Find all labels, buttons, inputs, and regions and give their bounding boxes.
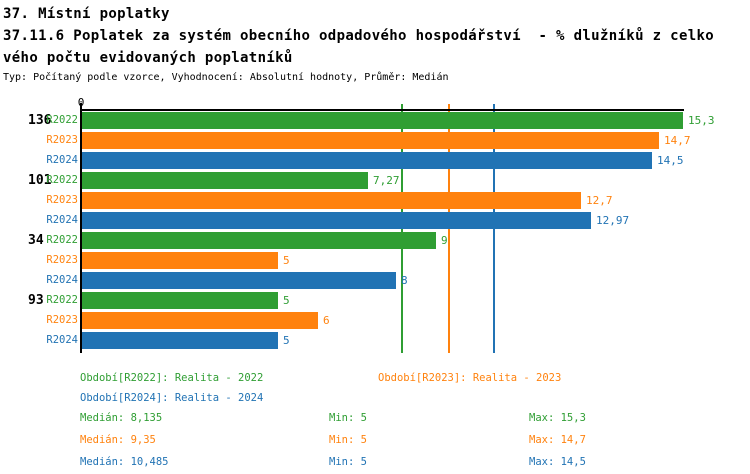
bar [82, 232, 436, 249]
bar-series-label: R2022 [46, 234, 78, 246]
axis-left-line [80, 103, 82, 353]
report-title: 37. Místní poplatky [3, 6, 170, 22]
bar-value-label: 6 [323, 314, 330, 327]
bar [82, 192, 581, 209]
bar-series-label: R2024 [46, 334, 78, 346]
bar-value-label: 5 [283, 334, 290, 347]
legend-item-r2024: Období[R2024]: Realita - 2024 [80, 392, 264, 404]
axis-top-line [80, 109, 684, 111]
stat-min-r2024: Min: 5 [329, 456, 367, 468]
report-meta: Typ: Počítaný podle vzorce, Vyhodnocení:… [3, 72, 449, 83]
bar-series-label: R2023 [46, 194, 78, 206]
bar [82, 252, 278, 269]
bar [82, 332, 278, 349]
bar-value-label: 14,5 [657, 154, 684, 167]
bar-value-label: 12,7 [586, 194, 613, 207]
group-label: 93 [28, 293, 44, 308]
stat-median-r2022: Medián: 8,135 [80, 412, 163, 424]
bar-series-label: R2022 [46, 294, 78, 306]
stat-max-r2024: Max: 14,5 [529, 456, 586, 468]
report-subtitle-line2: vého počtu evidovaných poplatníků [3, 50, 293, 66]
report-subtitle-line1: 37.11.6 Poplatek za systém obecního odpa… [3, 28, 715, 44]
group-label: 34 [28, 233, 44, 248]
bar-value-label: 14,7 [664, 134, 691, 147]
stat-max-r2022: Max: 15,3 [529, 412, 586, 424]
bar-value-label: 5 [283, 254, 290, 267]
group-label: 136 [28, 113, 52, 128]
stat-min-r2023: Min: 5 [329, 434, 367, 446]
legend-item-r2022: Období[R2022]: Realita - 2022 [80, 372, 264, 384]
bar [82, 132, 659, 149]
bar [82, 212, 591, 229]
bar-series-label: R2024 [46, 154, 78, 166]
bar [82, 312, 318, 329]
bar-value-label: 8 [401, 274, 408, 287]
bar [82, 152, 652, 169]
bar-series-label: R2024 [46, 214, 78, 226]
bar [82, 172, 368, 189]
stat-max-r2023: Max: 14,7 [529, 434, 586, 446]
stat-median-r2024: Medián: 10,485 [80, 456, 169, 468]
bar [82, 292, 278, 309]
bar-series-label: R2024 [46, 274, 78, 286]
legend-item-r2023: Období[R2023]: Realita - 2023 [378, 372, 562, 384]
bar-series-label: R2023 [46, 254, 78, 266]
bar-series-label: R2022 [46, 114, 78, 126]
bar-value-label: 5 [283, 294, 290, 307]
bar-value-label: 15,3 [688, 114, 715, 127]
axis-zero-label: 0 [70, 96, 92, 109]
bar [82, 112, 683, 129]
group-label: 101 [28, 173, 52, 188]
bar-series-label: R2023 [46, 134, 78, 146]
bar [82, 272, 396, 289]
bar-value-label: 12,97 [596, 214, 630, 227]
bar-series-label: R2022 [46, 174, 78, 186]
bar-series-label: R2023 [46, 314, 78, 326]
bar-value-label: 9 [441, 234, 448, 247]
stat-median-r2023: Medián: 9,35 [80, 434, 156, 446]
bar-value-label: 7,27 [373, 174, 400, 187]
stat-min-r2022: Min: 5 [329, 412, 367, 424]
